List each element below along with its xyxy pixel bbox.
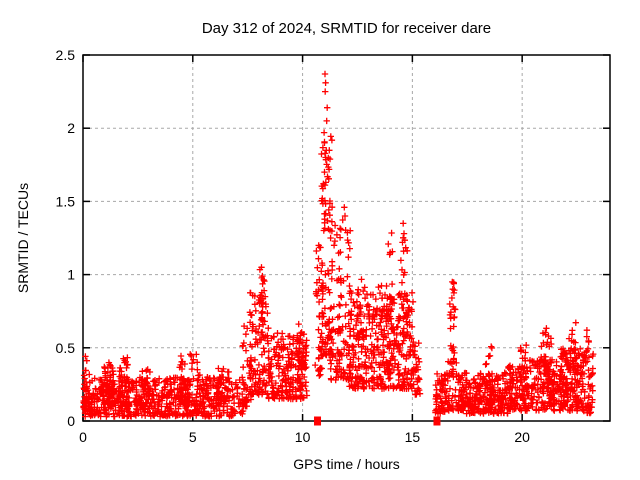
event-flag-marker [433,416,441,426]
x-tick-label: 10 [295,429,311,445]
x-tick-label: 20 [514,429,530,445]
event-flag-marker [314,416,322,426]
x-axis-label: GPS time / hours [293,456,400,472]
y-tick-label: 1.5 [56,193,76,209]
chart-title: Day 312 of 2024, SRMTID for receiver dar… [201,20,492,37]
y-tick-label: 0 [67,413,75,429]
x-tick-label: 0 [79,429,87,445]
y-tick-label: 1 [67,267,75,283]
x-tick-label: 5 [189,429,197,445]
scatter-points [80,70,597,420]
y-tick-label: 2 [67,120,75,136]
x-tick-label: 15 [405,429,421,445]
plot-border [82,54,611,422]
y-tick-label: 2.5 [56,47,76,63]
y-tick-label: 0.5 [56,340,76,356]
